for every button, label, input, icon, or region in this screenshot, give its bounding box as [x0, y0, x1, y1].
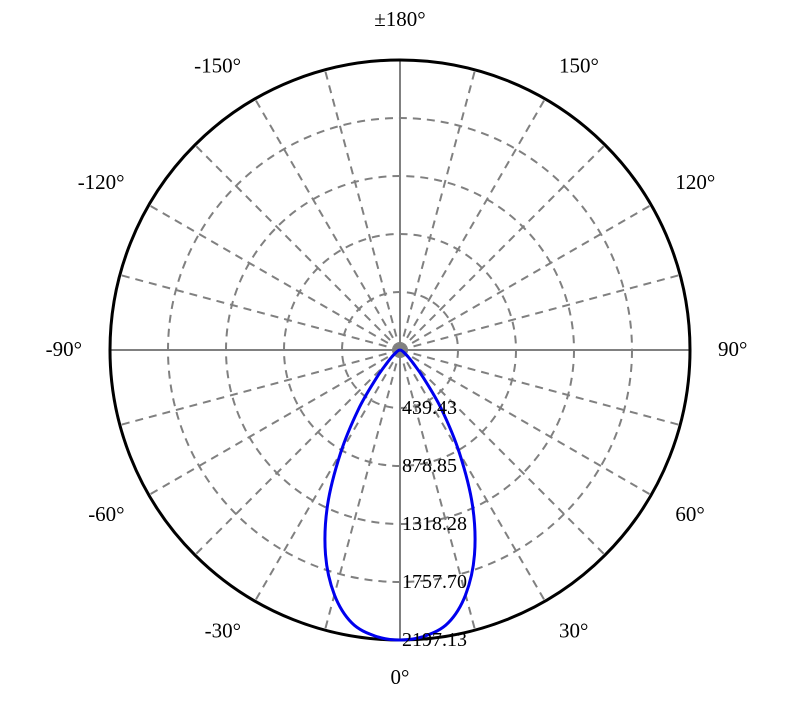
grid-spoke [400, 145, 605, 350]
grid-spoke [195, 145, 400, 350]
grid-spoke [120, 275, 400, 350]
angle-tick-label: -120° [78, 170, 125, 194]
grid-spoke [400, 275, 680, 350]
angle-tick-label: ±180° [374, 7, 425, 31]
radial-tick-label: 1318.28 [402, 513, 467, 535]
grid-spoke [325, 70, 400, 350]
angle-tick-label: 90° [718, 337, 747, 361]
grid-spoke [400, 205, 651, 350]
grid-spoke [149, 350, 400, 495]
polar-chart: 439.43 878.85 1318.28 1757.70 2197.13 ±180° -… [0, 0, 800, 715]
grid-spoke [325, 350, 400, 630]
angle-tick-label: 120° [675, 170, 715, 194]
grid-spoke [400, 70, 475, 350]
angle-tick-label: 0° [391, 665, 410, 689]
grid-spoke [195, 350, 400, 555]
grid-spoke [400, 99, 545, 350]
angle-tick-label: -60° [88, 502, 124, 526]
radial-tick-label: 2197.13 [402, 629, 467, 651]
angle-tick-label: 30° [559, 618, 588, 642]
angle-tick-label: 60° [675, 502, 704, 526]
angle-tick-label: -30° [205, 618, 241, 642]
radial-tick-label: 439.43 [402, 397, 457, 419]
grid-spoke [120, 350, 400, 425]
radial-tick-label: 878.85 [402, 455, 457, 477]
angle-tick-label: -150° [194, 54, 241, 78]
angle-tick-label: -90° [46, 337, 82, 361]
grid-spoke [149, 205, 400, 350]
grid-spoke [255, 99, 400, 350]
radial-tick-label: 1757.70 [402, 571, 467, 593]
angle-tick-label: 150° [559, 54, 599, 78]
